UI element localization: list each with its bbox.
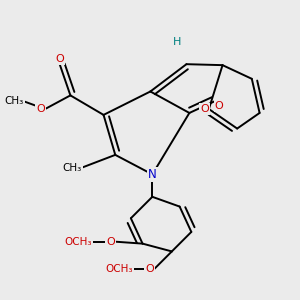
Text: OCH₃: OCH₃: [64, 237, 92, 247]
Text: N: N: [148, 168, 157, 181]
Text: CH₃: CH₃: [4, 96, 24, 106]
Text: OCH₃: OCH₃: [105, 264, 133, 274]
Text: O: O: [106, 237, 115, 247]
Text: O: O: [36, 104, 45, 114]
Text: O: O: [200, 104, 209, 114]
Text: O: O: [55, 54, 64, 64]
Text: CH₃: CH₃: [63, 163, 82, 172]
Text: H: H: [172, 37, 181, 46]
Text: O: O: [146, 264, 154, 274]
Text: O: O: [215, 101, 224, 111]
